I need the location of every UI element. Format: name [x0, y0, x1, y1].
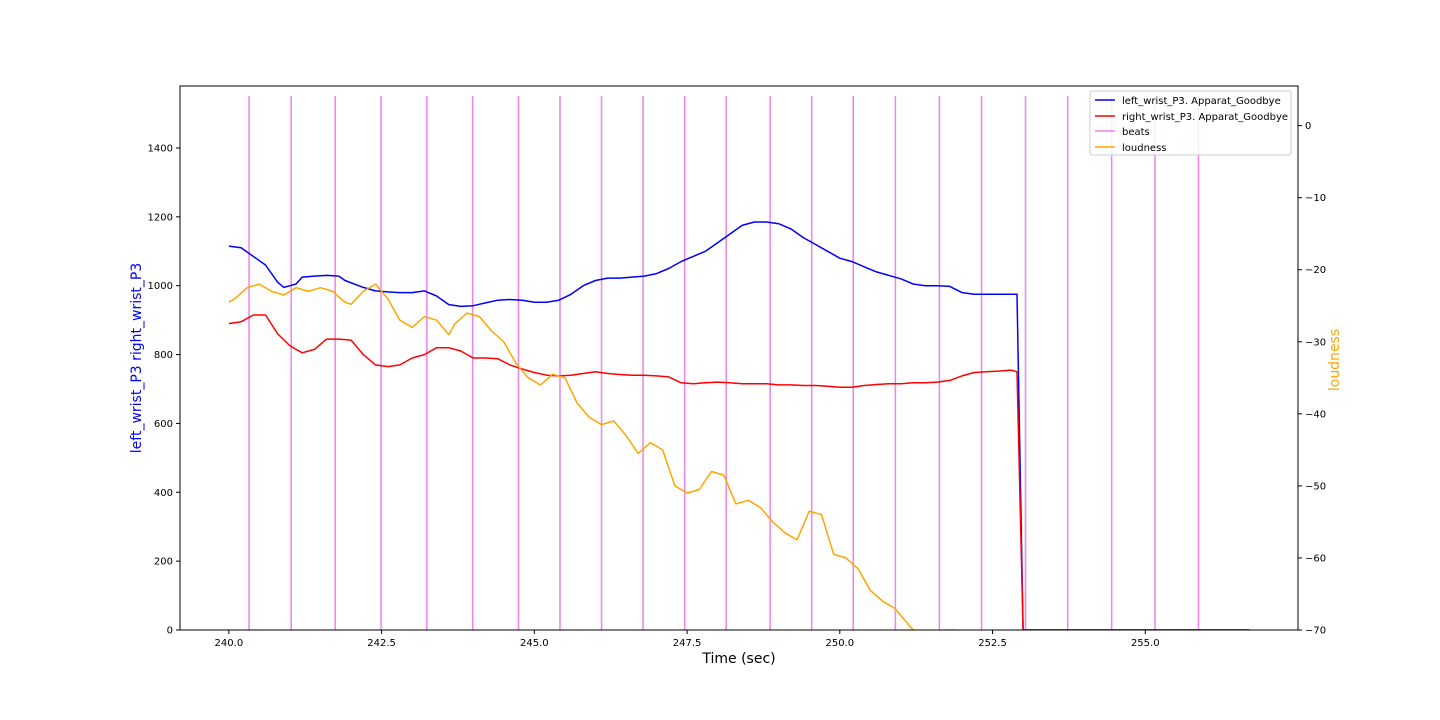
x-axis: 240.0 242.5 245.0 247.5 250.0 252.5 255.0 — [215, 630, 1160, 649]
y-left-tick-label: 1200 — [148, 212, 173, 223]
legend: left_wrist_P3. Apparat_Goodbye right_wri… — [1089, 90, 1292, 156]
series-line-left_wrist — [228, 221, 1250, 630]
y-axis-left: 0 200 400 600 800 1000 1200 1400 — [148, 143, 180, 637]
legend-label-loudness: loudness — [1122, 143, 1167, 154]
series-line-right_wrist — [228, 314, 1250, 630]
legend-label-left-wrist: left_wrist_P3. Apparat_Goodbye — [1122, 96, 1281, 107]
y-left-tick-label: 1000 — [148, 281, 173, 292]
y-right-tick-label: 0 — [1305, 121, 1311, 132]
legend-box — [1089, 90, 1292, 156]
plot-frame — [179, 85, 1299, 631]
y-left-tick-label: 1400 — [148, 143, 173, 154]
x-tick-label: 240.0 — [215, 638, 244, 649]
y-right-tick-label: −60 — [1305, 553, 1326, 564]
y-right-tick-label: −10 — [1305, 193, 1326, 204]
x-tick-label: 247.5 — [673, 638, 702, 649]
legend-label-beats: beats — [1122, 127, 1150, 138]
y-left-tick-label: 600 — [154, 419, 173, 430]
y-left-tick-label: 200 — [154, 557, 173, 568]
y-right-tick-label: −30 — [1305, 337, 1326, 348]
x-tick-label: 252.5 — [978, 638, 1007, 649]
y-axis-right: 0 −10 −20 −30 −40 −50 −60 −70 — [1298, 121, 1326, 637]
legend-label-right-wrist: right_wrist_P3. Apparat_Goodbye — [1122, 112, 1288, 123]
beats-layer — [248, 96, 1200, 630]
y-axis-left-label: left_wrist_P3 right_wrist_P3 — [129, 263, 145, 453]
y-right-tick-label: −40 — [1305, 409, 1326, 420]
x-tick-label: 250.0 — [825, 638, 854, 649]
series-line-loudness — [228, 283, 957, 630]
y-axis-right-label: loudness — [1327, 329, 1343, 391]
y-right-tick-label: −50 — [1305, 481, 1326, 492]
y-left-tick-label: 400 — [154, 488, 173, 499]
x-tick-label: 245.0 — [520, 638, 549, 649]
y-left-tick-label: 0 — [167, 626, 173, 637]
y-left-tick-label: 800 — [154, 350, 173, 361]
y-right-tick-label: −70 — [1305, 626, 1326, 637]
x-axis-label: Time (sec) — [701, 651, 775, 667]
y-right-tick-label: −20 — [1305, 265, 1326, 276]
x-tick-label: 255.0 — [1131, 638, 1160, 649]
series-layer — [228, 221, 1250, 630]
x-tick-label: 242.5 — [367, 638, 396, 649]
